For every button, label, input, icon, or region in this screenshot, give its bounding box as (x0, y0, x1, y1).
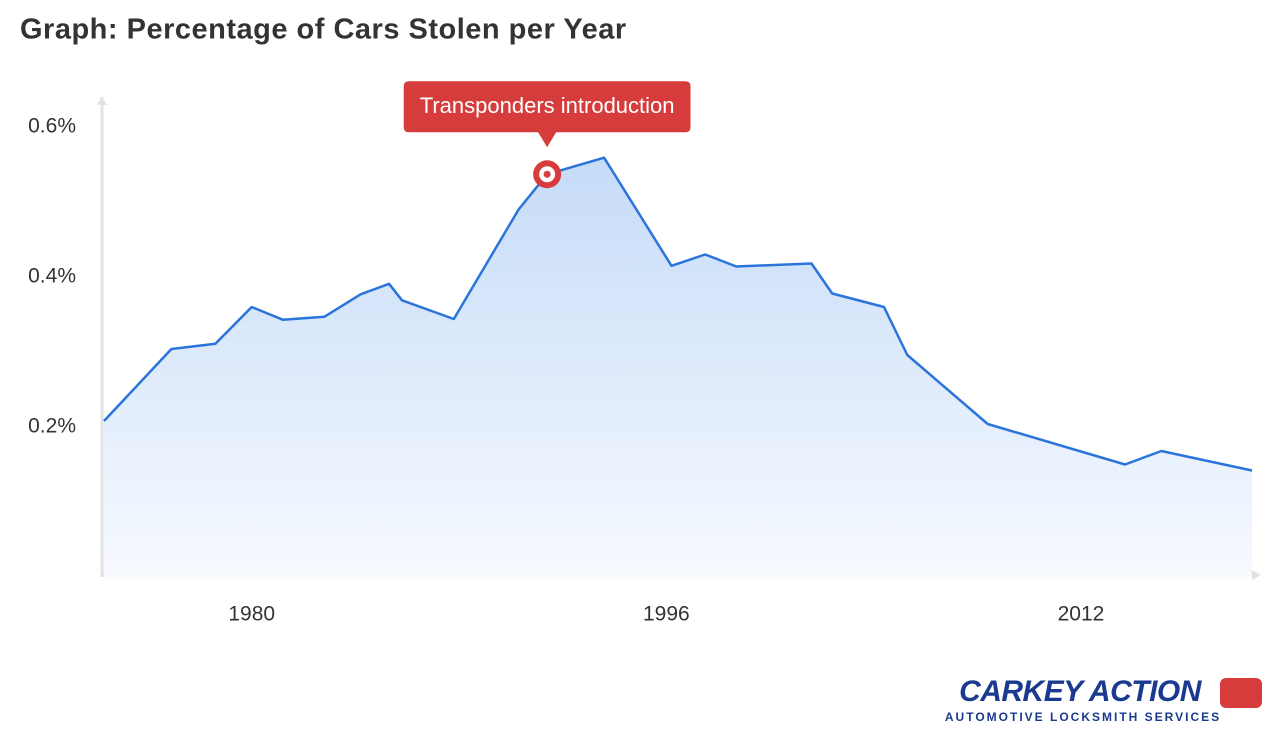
x-tick-label: 1996 (643, 603, 690, 626)
x-tick-label: 1980 (228, 603, 275, 626)
chart-title: Graph: Percentage of Cars Stolen per Yea… (20, 14, 627, 46)
area-fill (104, 157, 1252, 577)
annotation-box (403, 81, 691, 148)
x-axis-arrow (1252, 570, 1261, 580)
y-axis-arrow (97, 97, 107, 105)
x-tick-label: 2012 (1058, 603, 1105, 626)
plot-area: 0.2% 0.4% 0.6% 1980 1996 2012 Transponders int… (28, 81, 1261, 626)
y-tick-label: 0.4% (28, 265, 76, 288)
annotation-marker-dot (543, 170, 551, 178)
line (103, 156, 1253, 472)
logo-icon (1220, 678, 1262, 708)
y-tick-label: 0.6% (28, 115, 76, 138)
logo: CARKEY ACTION AUTOMOTIVE LOCKSMITH SERVI… (945, 675, 1262, 724)
y-tick-label: 0.2% (28, 415, 76, 438)
logo-name: CARKEY ACTION (959, 675, 1203, 708)
annotation-label: Transponders introduction (420, 93, 675, 118)
logo-tagline: AUTOMOTIVE LOCKSMITH SERVICES (945, 710, 1221, 724)
